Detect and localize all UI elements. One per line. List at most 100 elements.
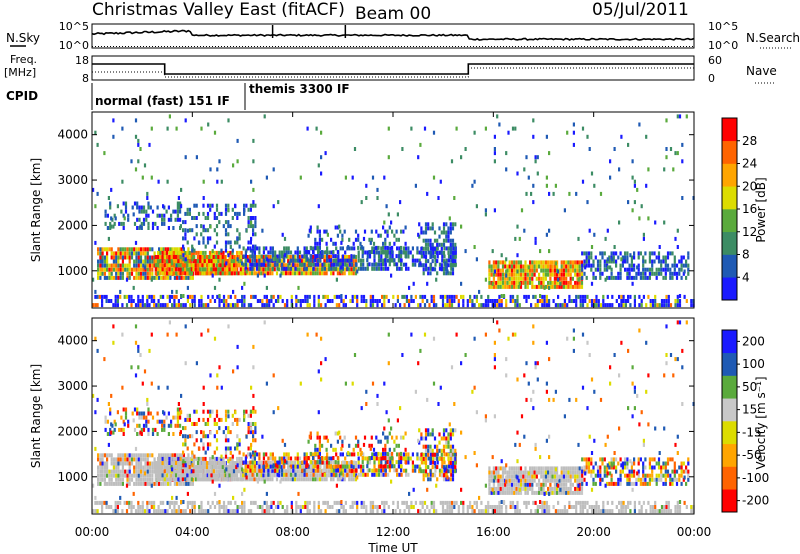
power-cell: [360, 294, 363, 299]
power-cell: [531, 272, 534, 277]
velocity-cell: [348, 461, 351, 465]
power-cell: [97, 271, 100, 276]
power-cell: [332, 258, 335, 263]
velocity-cell: [231, 456, 234, 461]
power-cell: [199, 263, 202, 268]
power-cell: [501, 284, 505, 289]
power-cell: [271, 246, 274, 251]
velocity-cell: [556, 478, 559, 483]
velocity-cell: [184, 442, 187, 447]
velocity-cell: [501, 466, 505, 471]
velocity-cell: [186, 473, 189, 478]
velocity-cell: [121, 457, 124, 462]
power-cell: [552, 191, 555, 196]
power-cell: [496, 303, 499, 308]
power-cell: [303, 262, 306, 267]
power-cell: [139, 251, 143, 256]
power-cell: [101, 247, 104, 252]
power-cell: [450, 266, 453, 271]
power-cell: [216, 294, 219, 299]
velocity-cell: [612, 461, 615, 466]
velocity-cell: [251, 472, 254, 477]
power-cell: [110, 267, 113, 272]
velocity-cell: [194, 469, 197, 474]
power-cell: [184, 220, 187, 225]
power-cell: [429, 242, 432, 247]
power-cell: [309, 225, 312, 230]
power-cell: [336, 262, 339, 267]
power-cell: [391, 254, 394, 259]
velocity-cell: [176, 481, 179, 486]
power-cell: [612, 251, 615, 256]
power-cell: [180, 294, 183, 298]
power-cell: [489, 299, 492, 303]
power-cell: [576, 272, 579, 277]
velocity-cell: [519, 486, 523, 491]
velocity-cell: [445, 452, 448, 457]
velocity-cell: [257, 477, 260, 482]
power-cell: [135, 247, 138, 252]
power-cell: [126, 251, 129, 256]
power-cell: [195, 216, 198, 220]
velocity-cell: [121, 473, 124, 478]
power-cell: [445, 230, 448, 235]
velocity-cell: [136, 432, 139, 436]
velocity-cell: [285, 472, 288, 477]
power-cell: [658, 245, 661, 249]
velocity-cell: [354, 443, 358, 448]
velocity-cell: [373, 452, 376, 457]
power-cell: [411, 254, 414, 259]
power-cell: [450, 294, 454, 299]
velocity-cell: [254, 422, 257, 426]
velocity-cell: [531, 482, 534, 487]
power-cell: [487, 294, 490, 299]
power-cell: [316, 245, 319, 250]
power-cell: [449, 271, 452, 276]
power-cell: [318, 229, 321, 234]
power-cell: [94, 303, 97, 308]
velocity-cell: [248, 477, 251, 482]
power-cell: [359, 262, 363, 267]
velocity-cell: [307, 473, 310, 478]
velocity-cell: [336, 477, 339, 482]
velocity-cell: [181, 456, 184, 461]
power-cell: [422, 230, 425, 235]
power-cell: [422, 238, 425, 243]
power-cell: [492, 272, 495, 277]
power-cell: [254, 216, 257, 220]
power-cell: [387, 299, 390, 303]
power-cell: [685, 275, 688, 280]
power-cell: [538, 272, 541, 277]
power-cell: [176, 247, 179, 252]
velocity-cell: [497, 474, 500, 479]
velocity-cell: [276, 468, 279, 473]
velocity-cell: [239, 477, 242, 482]
power-cell: [609, 159, 612, 164]
power-cell: [508, 280, 511, 285]
power-cell: [290, 299, 293, 303]
velocity-cell: [529, 470, 532, 475]
power-cell: [388, 262, 391, 267]
power-cell: [139, 247, 143, 252]
power-cell: [182, 303, 185, 308]
power-cell: [524, 280, 527, 285]
power-cell: [149, 205, 152, 210]
power-cell: [673, 255, 676, 260]
power-cell: [532, 134, 535, 139]
velocity-cell: [447, 432, 450, 437]
velocity-cell: [639, 477, 642, 482]
velocity-cell: [179, 477, 182, 482]
velocity-cell: [578, 490, 581, 495]
power-cell: [624, 251, 627, 256]
power-cell: [449, 222, 452, 227]
power-cell: [687, 255, 690, 260]
velocity-cell: [436, 456, 439, 461]
velocity-cell: [533, 490, 536, 495]
velocity-cell: [492, 470, 495, 475]
velocity-cell: [330, 468, 333, 473]
power-cell: [161, 259, 164, 264]
velocity-cell: [424, 456, 428, 461]
velocity-cell: [224, 454, 228, 459]
power-cell: [563, 303, 566, 308]
power-cell: [202, 211, 205, 216]
